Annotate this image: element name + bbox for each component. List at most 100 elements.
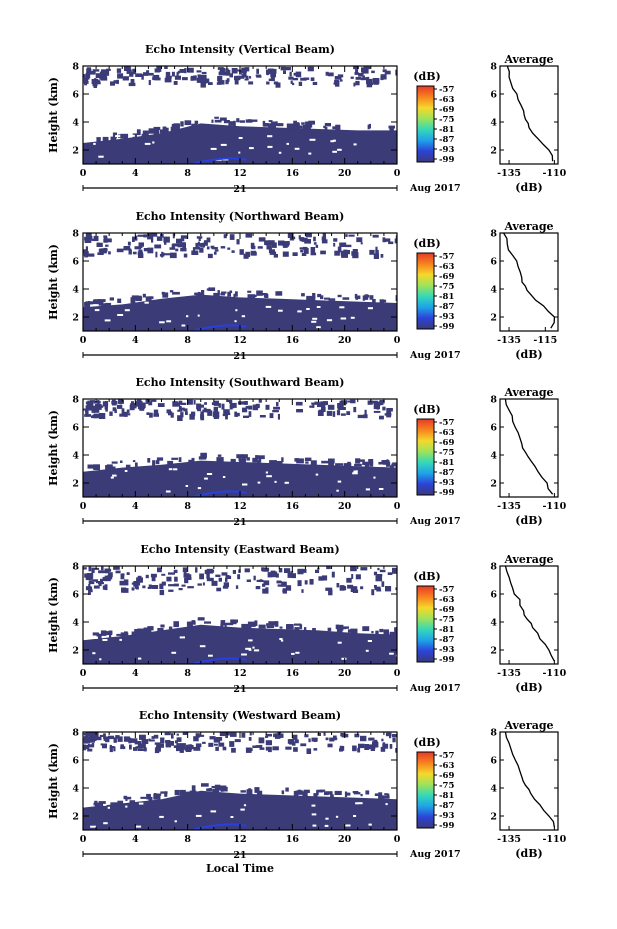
colorbar: [416, 751, 435, 829]
echo-gap: [337, 641, 342, 644]
echo-cell: [326, 566, 331, 570]
echo-gap: [159, 815, 164, 818]
echo-cell: [202, 409, 208, 413]
echo-cell: [305, 461, 309, 464]
echo-cell: [92, 299, 101, 305]
echo-cell: [372, 400, 378, 404]
x-tick-label: 4: [132, 834, 139, 845]
panel-title: Echo Intensity (Southward Beam): [136, 376, 345, 389]
echo-cell: [169, 252, 177, 259]
echo-cell: [100, 743, 103, 746]
echo-cell: [244, 67, 250, 72]
echo-cell: [351, 574, 354, 579]
echo-gap: [353, 143, 357, 146]
colorbar-label: (dB): [413, 237, 440, 250]
echo-gap: [174, 820, 177, 823]
echo-cell: [125, 464, 131, 471]
echo-cell: [272, 68, 277, 74]
colorbar-tick-label: -99: [439, 155, 454, 165]
echo-streak: [193, 157, 247, 164]
echo-cell: [261, 567, 265, 571]
echo-cell: [287, 739, 292, 744]
echo-cell: [157, 403, 165, 407]
echo-cell: [197, 241, 200, 246]
echo-cell: [134, 246, 142, 250]
echo-cell: [193, 75, 197, 81]
y-tick-label: 6: [72, 90, 79, 101]
colorbar-tick-label: -69: [439, 771, 454, 781]
echo-cell: [352, 745, 357, 752]
x-tick-label: 0: [80, 501, 87, 512]
echo-cell: [208, 742, 214, 747]
echo-gap: [144, 142, 151, 145]
echo-gap: [373, 476, 376, 479]
echo-cell: [230, 732, 237, 737]
echo-cell: [155, 460, 160, 465]
echo-cell: [117, 800, 124, 805]
echo-cell: [392, 462, 397, 466]
echo-cell: [175, 248, 179, 252]
echo-cell: [370, 747, 375, 751]
echo-cell: [266, 245, 272, 250]
echo-gap: [316, 326, 321, 329]
echo-cell: [292, 82, 295, 86]
echo-layer-lower: [83, 123, 397, 164]
x-tick-label: 8: [184, 168, 191, 179]
date-label: Aug 2017: [409, 683, 461, 694]
echo-cell: [328, 589, 333, 596]
echo-cell: [355, 69, 358, 74]
echo-cell: [184, 120, 192, 126]
x-tick-label: 20: [338, 501, 352, 512]
echo-cell: [111, 746, 115, 749]
echo-cell: [355, 574, 361, 580]
average-title: Average: [503, 553, 553, 566]
echo-cell: [394, 238, 397, 244]
echo-cell: [319, 789, 326, 792]
echo-cell: [258, 457, 262, 463]
echo-cell: [130, 297, 136, 304]
echo-cell: [166, 576, 172, 582]
echo-cell: [176, 733, 179, 736]
echo-cell: [204, 402, 207, 405]
echo-cell: [347, 584, 354, 589]
echo-cell: [121, 408, 125, 413]
echo-cell: [181, 407, 185, 410]
echo-cell: [302, 791, 308, 797]
echo-cell: [91, 409, 96, 413]
echo-cell: [184, 577, 189, 584]
echo-gap: [278, 151, 282, 154]
echo-cell: [301, 568, 307, 573]
echo-cell: [212, 788, 220, 794]
echo-cell: [172, 401, 178, 407]
echo-cell: [153, 126, 161, 130]
echo-cell: [118, 399, 124, 404]
echo-cell: [83, 738, 91, 744]
echo-cell: [362, 75, 365, 80]
echo-cell: [153, 413, 159, 417]
echo-cell: [176, 72, 179, 78]
echo-cell: [206, 577, 214, 582]
echo-gap: [311, 320, 317, 323]
echo-gap: [185, 485, 189, 487]
echo-cell: [236, 239, 240, 245]
x-tick-label: 12: [233, 501, 246, 512]
echo-cell: [211, 247, 218, 250]
echo-cell: [88, 580, 93, 583]
echo-cell: [120, 133, 129, 139]
echo-cell: [108, 251, 111, 255]
echo-cell: [259, 579, 263, 583]
echo-cell: [292, 741, 296, 746]
echo-cell: [213, 292, 220, 297]
echo-cell: [243, 74, 247, 78]
echo-cell: [159, 129, 165, 134]
echo-cell: [317, 733, 321, 736]
echo-cell: [324, 123, 331, 127]
colorbar-tick-label: -87: [439, 635, 454, 645]
echo-cell: [155, 251, 158, 258]
echo-cell: [227, 399, 233, 402]
echo-cell: [132, 460, 136, 463]
echo-cell: [321, 239, 328, 244]
echo-cell: [251, 245, 256, 250]
echo-cell: [120, 746, 126, 750]
echo-cell: [378, 795, 385, 801]
